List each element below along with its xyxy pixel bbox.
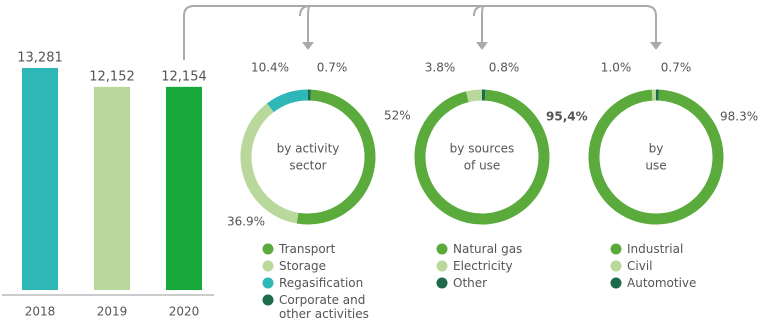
- legend-label: Storage: [279, 259, 326, 273]
- legend-label: Corporate and other activities: [279, 293, 369, 321]
- legend-label: Regasification: [279, 276, 364, 290]
- center-label: use: [645, 159, 666, 173]
- center-label: sector: [289, 159, 326, 173]
- connector-line: [183, 5, 657, 60]
- legend-swatch: [262, 277, 274, 289]
- legend-label: Industrial: [627, 242, 684, 256]
- arrowhead: [476, 42, 488, 50]
- donut-segment: [414, 89, 550, 225]
- value-label: 1.0%: [601, 61, 632, 75]
- donut-segment: [240, 103, 299, 224]
- legend-label: Natural gas: [453, 242, 523, 256]
- donut-segment: [466, 89, 483, 103]
- connector-line: [299, 5, 311, 44]
- center-label: by: [649, 142, 664, 156]
- legend-swatch: [436, 243, 448, 255]
- legend-swatch: [262, 243, 274, 255]
- legend-swatch: [610, 243, 622, 255]
- value-label: 12,154: [161, 69, 207, 84]
- legend-label: Other: [453, 276, 488, 290]
- value-label: 13,281: [17, 51, 63, 66]
- legend-swatch: [610, 260, 622, 272]
- center-label: by activity: [277, 142, 340, 156]
- value-label: 3.8%: [425, 61, 456, 75]
- legend-swatch: [436, 260, 448, 272]
- bar: [166, 86, 202, 290]
- arrowhead: [302, 42, 314, 50]
- center-label: by sources: [450, 142, 515, 156]
- value-label: 12,152: [89, 69, 135, 84]
- value-label: 98.3%: [720, 110, 758, 124]
- value-label: 0.8%: [489, 61, 520, 75]
- x-tick-label: 2020: [169, 305, 200, 319]
- arrowheads: [302, 42, 662, 50]
- value-label: 10.4%: [251, 61, 289, 75]
- donut-segment: [296, 89, 376, 225]
- arrowhead: [650, 42, 662, 50]
- value-label: 95,4%: [546, 110, 588, 124]
- legend-label: Civil: [627, 259, 653, 273]
- legend-swatch: [436, 277, 448, 289]
- donut-segment: [588, 89, 724, 225]
- x-tick-label: 2018: [25, 305, 56, 319]
- legend-swatch: [610, 277, 622, 289]
- connector: [183, 5, 657, 60]
- value-label: 36.9%: [227, 215, 265, 229]
- x-tick-label: 2019: [97, 305, 128, 319]
- center-label: of use: [464, 159, 501, 173]
- legend-label: Transport: [279, 242, 336, 256]
- legend-swatch: [262, 260, 274, 272]
- legend-label: Electricity: [453, 259, 513, 273]
- bar: [94, 86, 130, 291]
- donut-segment: [266, 89, 309, 113]
- legend-swatch: [262, 294, 274, 306]
- bar: [22, 68, 58, 290]
- legend-label: Automotive: [627, 276, 697, 290]
- value-label: 0.7%: [317, 61, 348, 75]
- value-label: 0.7%: [661, 61, 692, 75]
- value-label: 52%: [384, 109, 411, 123]
- connector-line: [473, 5, 485, 44]
